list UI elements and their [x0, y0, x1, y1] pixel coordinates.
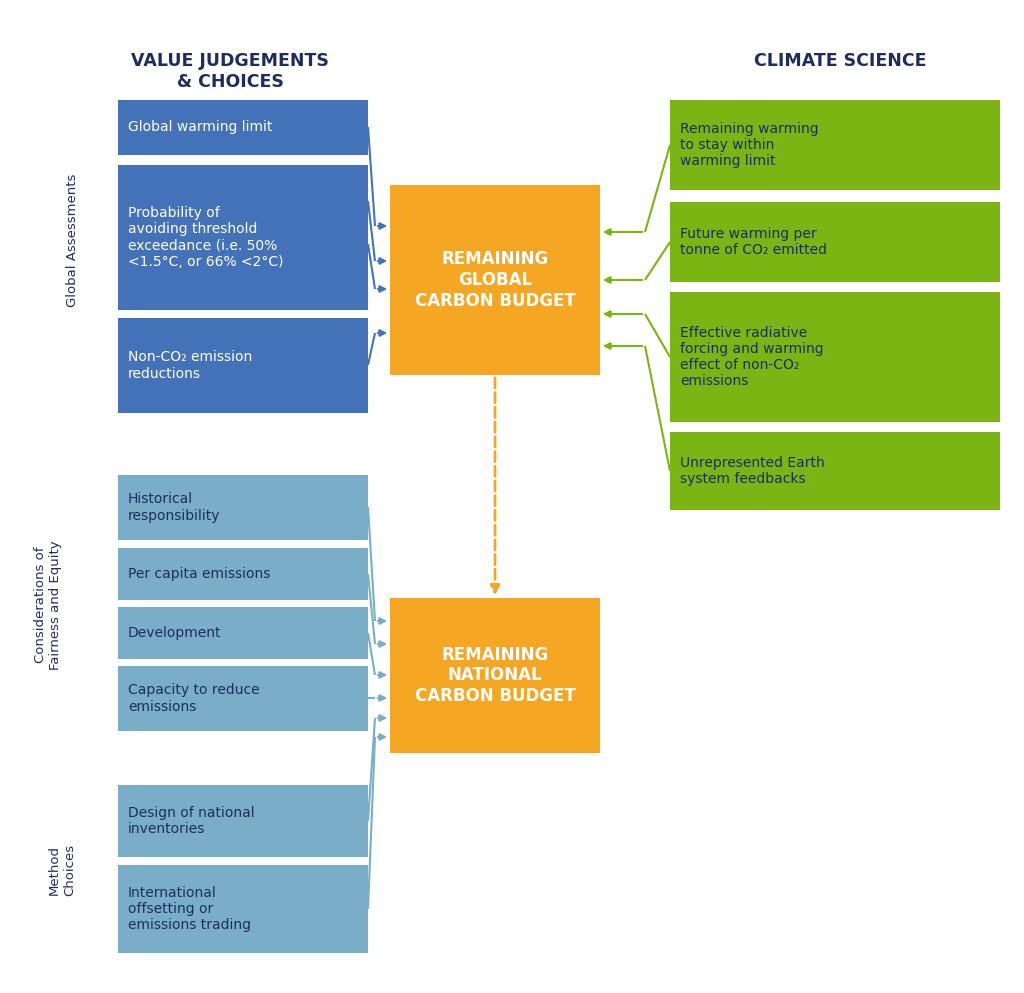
- Text: VALUE JUDGEMENTS
& CHOICES: VALUE JUDGEMENTS & CHOICES: [131, 52, 329, 90]
- Text: Effective radiative
forcing and warming
effect of non-CO₂
emissions: Effective radiative forcing and warming …: [680, 326, 823, 388]
- FancyBboxPatch shape: [670, 202, 1000, 282]
- Text: Development: Development: [128, 626, 221, 640]
- Text: Unrepresented Earth
system feedbacks: Unrepresented Earth system feedbacks: [680, 456, 824, 487]
- FancyBboxPatch shape: [670, 432, 1000, 510]
- FancyBboxPatch shape: [390, 185, 600, 375]
- Text: Capacity to reduce
emissions: Capacity to reduce emissions: [128, 683, 260, 714]
- Text: CLIMATE SCIENCE: CLIMATE SCIENCE: [754, 52, 927, 70]
- FancyBboxPatch shape: [118, 607, 368, 659]
- Text: Per capita emissions: Per capita emissions: [128, 567, 270, 581]
- Text: Non-CO₂ emission
reductions: Non-CO₂ emission reductions: [128, 351, 252, 380]
- FancyBboxPatch shape: [118, 318, 368, 413]
- Text: Considerations of
Fairness and Equity: Considerations of Fairness and Equity: [34, 540, 62, 670]
- FancyBboxPatch shape: [670, 100, 1000, 190]
- Text: Historical
responsibility: Historical responsibility: [128, 493, 220, 522]
- Text: Method
Choices: Method Choices: [48, 844, 76, 896]
- FancyBboxPatch shape: [118, 165, 368, 310]
- Text: Design of national
inventories: Design of national inventories: [128, 806, 255, 836]
- FancyBboxPatch shape: [118, 785, 368, 857]
- Text: Future warming per
tonne of CO₂ emitted: Future warming per tonne of CO₂ emitted: [680, 226, 827, 257]
- Text: REMAINING
NATIONAL
CARBON BUDGET: REMAINING NATIONAL CARBON BUDGET: [415, 645, 575, 705]
- FancyBboxPatch shape: [118, 548, 368, 600]
- FancyBboxPatch shape: [118, 865, 368, 953]
- Text: International
offsetting or
emissions trading: International offsetting or emissions tr…: [128, 886, 251, 932]
- Text: Global warming limit: Global warming limit: [128, 120, 272, 134]
- Text: REMAINING
GLOBAL
CARBON BUDGET: REMAINING GLOBAL CARBON BUDGET: [415, 250, 575, 310]
- FancyBboxPatch shape: [118, 100, 368, 155]
- FancyBboxPatch shape: [118, 475, 368, 540]
- FancyBboxPatch shape: [118, 666, 368, 731]
- FancyBboxPatch shape: [390, 598, 600, 753]
- Text: Global Assessments: Global Assessments: [67, 174, 80, 307]
- Text: Probability of
avoiding threshold
exceedance (i.e. 50%
<1.5°C, or 66% <2°C): Probability of avoiding threshold exceed…: [128, 207, 284, 269]
- FancyBboxPatch shape: [670, 292, 1000, 422]
- Text: Remaining warming
to stay within
warming limit: Remaining warming to stay within warming…: [680, 122, 818, 168]
